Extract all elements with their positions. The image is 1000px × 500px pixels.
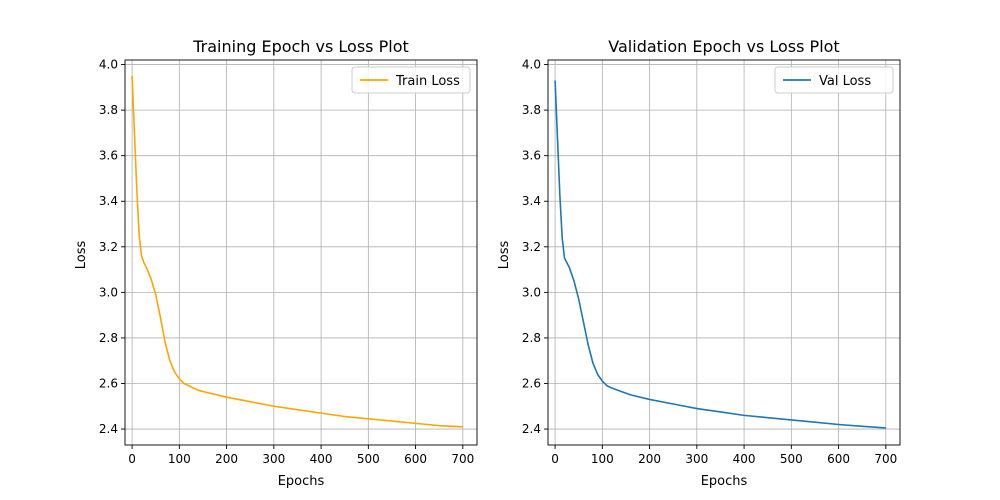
y-axis-label: Loss [497,241,512,270]
x-tick-label: 0 [128,452,136,466]
legend-label: Val Loss [819,74,871,89]
y-tick-label: 3.0 [99,285,118,299]
validation-chart: Validation Epoch vs Loss Plot Epochs Los… [497,37,901,489]
legend-box [774,66,894,94]
chart-title: Validation Epoch vs Loss Plot [608,37,839,56]
y-tick-label: 4.0 [99,58,118,72]
x-tick-label: 300 [262,452,285,466]
x-axis-label: Epochs [701,474,748,489]
y-tick-label: 2.6 [99,376,118,390]
training-chart: Training Epoch vs Loss Plot Epochs Loss … [74,37,478,489]
y-tick-label: 2.4 [522,422,541,436]
x-tick-label: 100 [168,452,191,466]
axes-frame [124,59,478,446]
y-tick-label: 3.8 [99,103,118,117]
y-tick-label: 3.4 [522,194,541,208]
y-tick-label: 4.0 [522,58,541,72]
x-axis-label: Epochs [278,474,325,489]
x-tick-label: 100 [591,452,614,466]
chart-title: Training Epoch vs Loss Plot [192,37,409,56]
y-tick-label: 3.6 [99,149,118,163]
x-tick-label: 700 [451,452,474,466]
y-axis-label: Loss [74,241,89,270]
x-tick-label: 200 [215,452,238,466]
y-tick-label: 3.0 [522,285,541,299]
plot-area: 0 100 200 300 400 500 600 700 2.4 2.6 2.8 3.0 3.2 3.4… [99,58,478,466]
x-tick-label: 600 [827,452,850,466]
legend-box [351,66,471,94]
y-tick-label: 3.2 [522,240,541,254]
y-tick-label: 3.2 [99,240,118,254]
y-tick-label: 2.6 [522,376,541,390]
x-tick-label: 600 [404,452,427,466]
x-tick-label: 400 [310,452,333,466]
x-tick-label: 400 [733,452,756,466]
plot-area: 0 100 200 300 400 500 600 700 2.4 2.6 2.8 3.0 3.2 3.4… [522,58,901,466]
y-tick-label: 2.8 [99,331,118,345]
y-tick-label: 3.4 [99,194,118,208]
y-tick-label: 2.8 [522,331,541,345]
x-tick-label: 700 [874,452,897,466]
series-line [131,75,463,428]
series-line [554,80,886,429]
y-tick-label: 3.8 [522,103,541,117]
y-tick-label: 2.4 [99,422,118,436]
x-tick-label: 500 [357,452,380,466]
y-tick-label: 3.6 [522,149,541,163]
x-tick-label: 200 [638,452,661,466]
legend-label: Train Loss [395,74,460,89]
x-tick-label: 500 [780,452,803,466]
x-tick-label: 0 [551,452,559,466]
axes-frame [547,59,901,446]
x-tick-label: 300 [685,452,708,466]
